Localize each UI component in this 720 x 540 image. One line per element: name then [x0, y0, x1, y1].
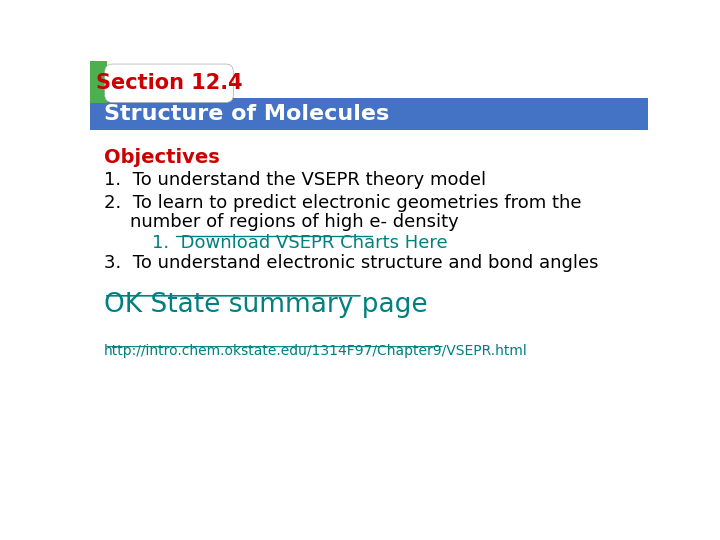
Text: Structure of Molecules: Structure of Molecules [104, 104, 390, 124]
FancyBboxPatch shape [104, 64, 233, 103]
Text: http://intro.chem.okstate.edu/1314F97/Chapter9/VSEPR.html: http://intro.chem.okstate.edu/1314F97/Ch… [104, 343, 528, 357]
Text: 1.  Download VSEPR Charts Here: 1. Download VSEPR Charts Here [152, 234, 448, 252]
Bar [90, 61, 107, 103]
Bar [90, 98, 648, 130]
Text: OK State summary page: OK State summary page [104, 292, 428, 318]
Text: 1.  To understand the VSEPR theory model: 1. To understand the VSEPR theory model [104, 171, 486, 189]
Text: Objectives: Objectives [104, 148, 220, 167]
Text: 3.  To understand electronic structure and bond angles: 3. To understand electronic structure an… [104, 254, 598, 272]
Text: Section 12.4: Section 12.4 [96, 73, 243, 93]
Text: 2.  To learn to predict electronic geometries from the: 2. To learn to predict electronic geomet… [104, 194, 582, 212]
Bar [90, 130, 648, 481]
Text: number of regions of high e- density: number of regions of high e- density [130, 213, 459, 232]
